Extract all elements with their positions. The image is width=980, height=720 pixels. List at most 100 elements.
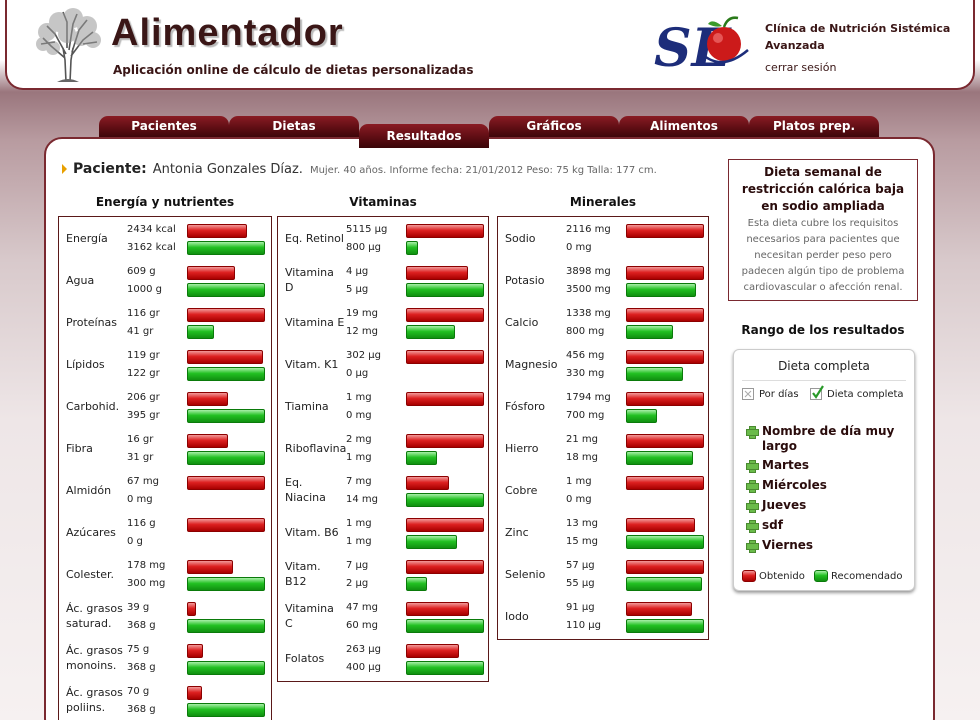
recommended-bar (187, 619, 265, 633)
obtained-value: 21 mg (566, 434, 598, 445)
recommended-bar (626, 451, 693, 465)
nutrient-name: Eq. Niacina (285, 476, 326, 504)
recommended-value: 1 mg (346, 536, 372, 547)
green-swatch-icon (814, 570, 828, 582)
nutrient-row: Colester. 178 mg 300 mg (59, 553, 271, 595)
energy-nutrients-panel: Energía 2434 kcal 3162 kcal Agua 609 g 1000 g… (58, 216, 272, 720)
day-item[interactable]: Miércoles (746, 478, 906, 493)
clinic-logo-icon: SE (652, 14, 752, 81)
logout-link[interactable]: cerrar sesión (765, 61, 837, 74)
obtained-value: 19 mg (346, 308, 378, 319)
nutrient-name: Vitamina C (285, 602, 334, 630)
nutrient-name: Proteínas (66, 315, 118, 329)
day-item[interactable]: Viernes (746, 538, 906, 553)
by-days-checkbox[interactable]: Por días (742, 388, 799, 400)
obtained-bar (187, 686, 202, 700)
recommended-bar (626, 577, 702, 591)
obtained-bar (626, 350, 704, 364)
day-item[interactable]: Nombre de día muy largo (746, 424, 906, 454)
day-label: Jueves (762, 498, 807, 512)
obtained-bar (626, 560, 704, 574)
nutrient-row: Potasio 3898 mg 3500 mg (498, 259, 708, 301)
tab-platos-prep[interactable]: Platos prep. (749, 116, 879, 138)
recommended-bar (626, 619, 704, 633)
tab-resultados[interactable]: Resultados (359, 124, 489, 148)
recommended-value: 110 µg (566, 620, 601, 631)
patient-meta: Mujer. 40 años. Informe fecha: 21/01/201… (309, 165, 657, 176)
day-label: sdf (762, 518, 783, 532)
obtained-bar (406, 476, 449, 490)
nutrient-row: Vitam. B6 1 mg 1 mg (278, 511, 488, 553)
nutrient-row: Folatos 263 µg 400 µg (278, 637, 488, 679)
nutrient-row: Vitam. B12 7 µg 2 µg (278, 553, 488, 595)
nutrient-row: Vitamina E 19 mg 12 mg (278, 301, 488, 343)
tab-pacientes[interactable]: Pacientes (99, 116, 229, 138)
recommended-value: 15 mg (566, 536, 598, 547)
recommended-value: 395 gr (127, 410, 160, 421)
recommended-value: 12 mg (346, 326, 378, 337)
obtained-value: 7 µg (346, 560, 369, 571)
obtained-bar (187, 350, 263, 364)
red-swatch-icon (742, 570, 756, 582)
obtained-bar (626, 266, 704, 280)
recommended-bar (406, 451, 437, 465)
recommended-value: 330 mg (566, 368, 605, 379)
nutrient-name: Fibra (66, 441, 93, 455)
diet-description: Esta dieta cubre los requisitos necesari… (741, 218, 905, 293)
obtained-bar (187, 434, 228, 448)
nutrient-row: Eq. Retinol 5115 µg 800 µg (278, 217, 488, 259)
day-item[interactable]: Jueves (746, 498, 906, 513)
recommended-value: 14 mg (346, 494, 378, 505)
recommended-bar (406, 283, 484, 297)
nutrient-row: Tiamina 1 mg 0 mg (278, 385, 488, 427)
recommended-value: 0 g (127, 536, 143, 547)
recommended-value: 0 mg (566, 494, 592, 505)
nutrient-row: Sodio 2116 mg 0 mg (498, 217, 708, 259)
obtained-value: 16 gr (127, 434, 154, 445)
nutrient-row: Lípidos 119 gr 122 gr (59, 343, 271, 385)
recommended-value: 700 mg (566, 410, 605, 421)
recommended-bar (406, 493, 484, 507)
nutrient-name: Potasio (505, 273, 545, 287)
day-item[interactable]: sdf (746, 518, 906, 533)
nutrient-row: Cobre 1 mg 0 mg (498, 469, 708, 511)
nutrient-name: Lípidos (66, 357, 105, 371)
legend-recommended: Recomendado (814, 570, 902, 582)
plus-icon (746, 426, 759, 439)
recommended-bar (187, 409, 265, 423)
recommended-value: 5 µg (346, 284, 369, 295)
obtained-value: 70 g (127, 686, 150, 697)
recommended-bar (406, 661, 484, 675)
nutrient-row: Riboflavina 2 mg 1 mg (278, 427, 488, 469)
checked-box-icon (810, 385, 824, 400)
full-diet-checkbox[interactable]: Dieta completa (810, 385, 904, 400)
day-item[interactable]: Martes (746, 458, 906, 473)
legend-obtained: Obtenido (742, 570, 805, 582)
obtained-bar (406, 308, 484, 322)
minerals-panel: Sodio 2116 mg 0 mg Potasio 3898 mg 3500 mg Cal… (497, 216, 709, 640)
obtained-value: 2434 kcal (127, 224, 176, 235)
obtained-value: 302 µg (346, 350, 381, 361)
tab-graficos[interactable]: Gráficos (489, 116, 619, 138)
nutrient-row: Eq. Niacina 7 mg 14 mg (278, 469, 488, 511)
recommended-value: 1 mg (346, 452, 372, 463)
nutrient-row: Fibra 16 gr 31 gr (59, 427, 271, 469)
obtained-value: 609 g (127, 266, 156, 277)
obtained-bar (406, 392, 484, 406)
vitamins-panel: Eq. Retinol 5115 µg 800 µg Vitamina D 4 µg 5 … (277, 216, 489, 682)
tab-alimentos[interactable]: Alimentos (619, 116, 749, 138)
arrow-right-icon (62, 164, 67, 174)
obtained-value: 67 mg (127, 476, 159, 487)
obtained-bar (187, 644, 203, 658)
nutrient-row: Magnesio 456 mg 330 mg (498, 343, 708, 385)
nutrient-row: Vitamina D 4 µg 5 µg (278, 259, 488, 301)
nutrient-name: Carbohid. (66, 399, 120, 413)
nutrient-row: Selenio 57 µg 55 µg (498, 553, 708, 595)
obtained-bar (406, 602, 469, 616)
range-heading: Rango de los resultados (741, 323, 905, 337)
nutrient-name: Vitam. B12 (285, 560, 321, 588)
tree-logo-icon (33, 8, 103, 87)
plus-icon (746, 500, 759, 513)
tab-dietas[interactable]: Dietas (229, 116, 359, 138)
recommended-value: 55 µg (566, 578, 595, 589)
